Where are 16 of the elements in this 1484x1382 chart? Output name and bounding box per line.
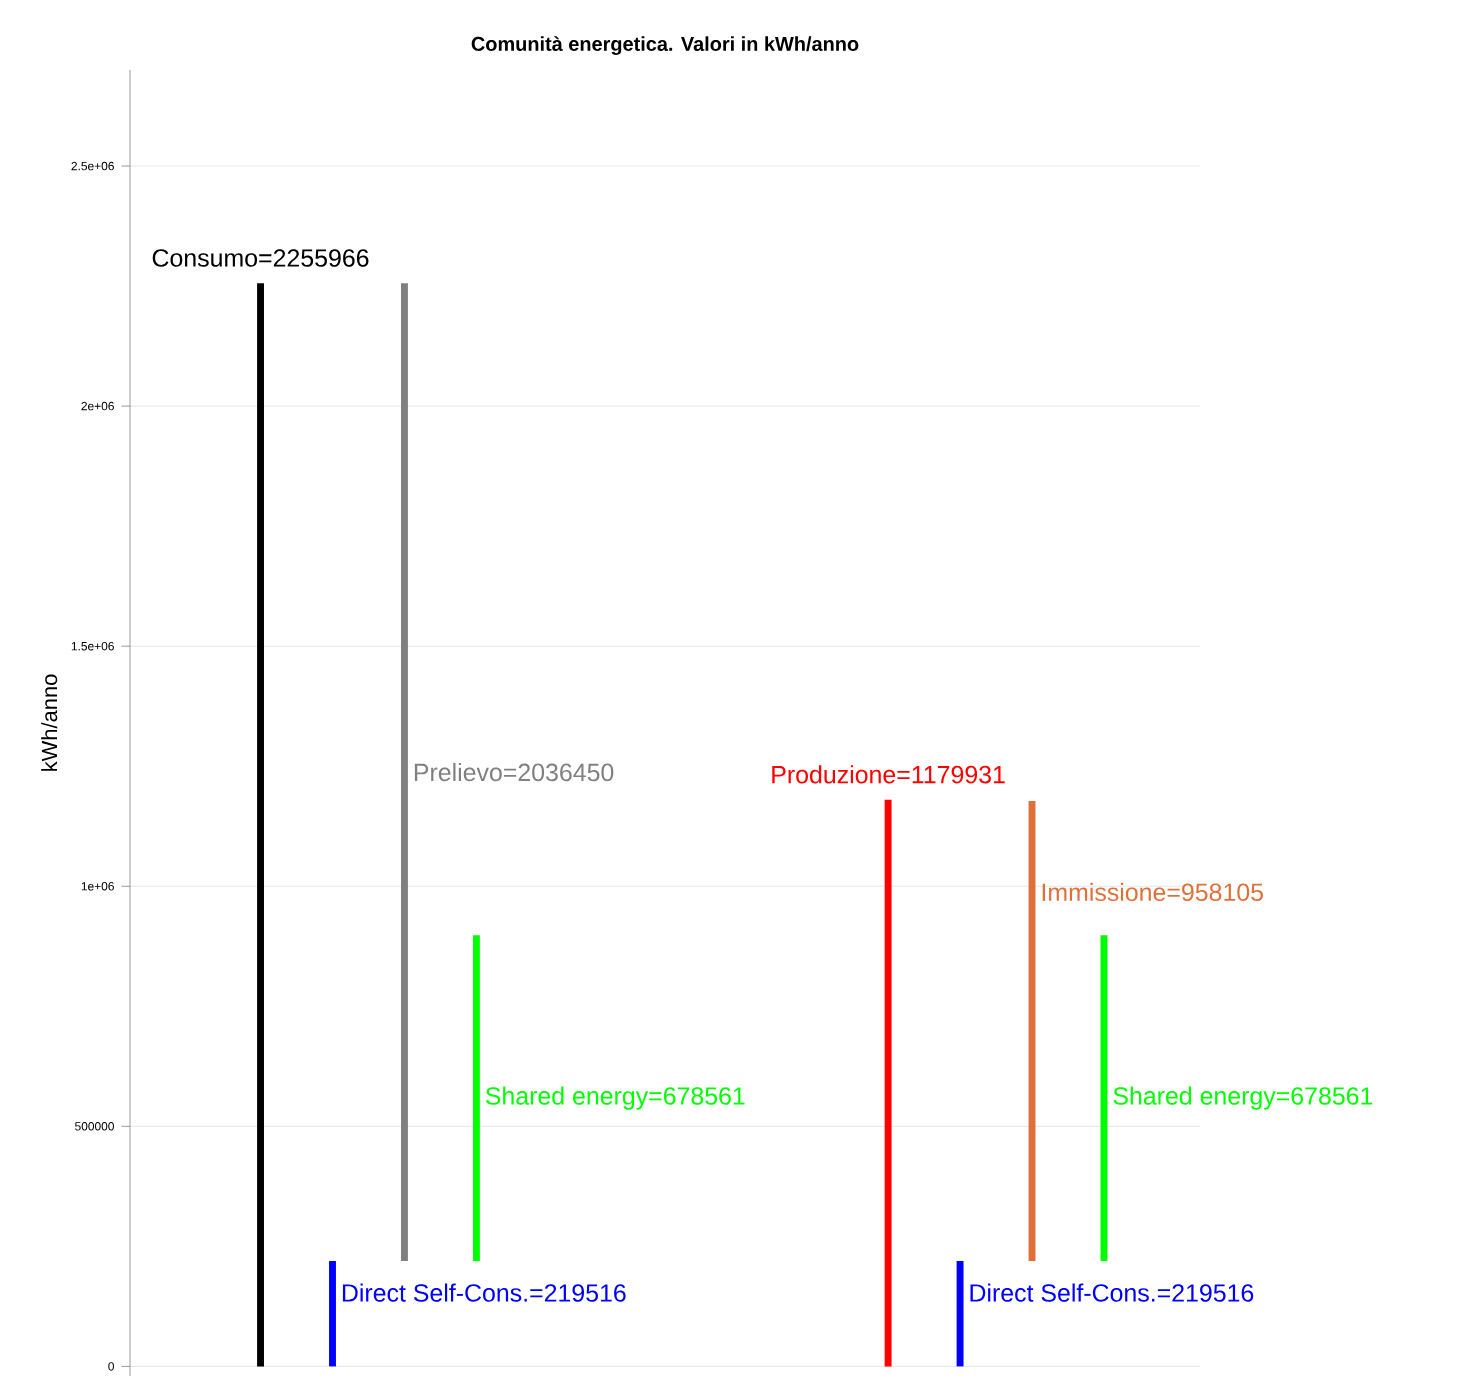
y-axis-title: kWh/anno xyxy=(41,674,58,771)
bar xyxy=(884,799,892,1367)
annotation: Consumo=2255966 xyxy=(152,249,369,267)
annotation: Direct Self-Cons.=219516 xyxy=(342,1283,626,1302)
annotation: Direct Self-Cons.=219516 xyxy=(970,1283,1254,1302)
bar xyxy=(329,1260,336,1367)
chart-title: Comunità energetica. Valori in kWh/anno xyxy=(471,36,859,55)
bar xyxy=(257,283,264,1367)
annotation: Shared energy=678561 xyxy=(485,1086,745,1110)
bar xyxy=(956,1260,964,1367)
annotation: Immissione=958105 xyxy=(1042,882,1263,902)
bar xyxy=(401,283,408,1261)
bar xyxy=(472,935,480,1261)
annotation: Shared energy=678561 xyxy=(1113,1086,1373,1110)
annotation: Produzione=1179931 xyxy=(772,765,1005,784)
annotation: Prelievo=2036450 xyxy=(414,762,614,782)
